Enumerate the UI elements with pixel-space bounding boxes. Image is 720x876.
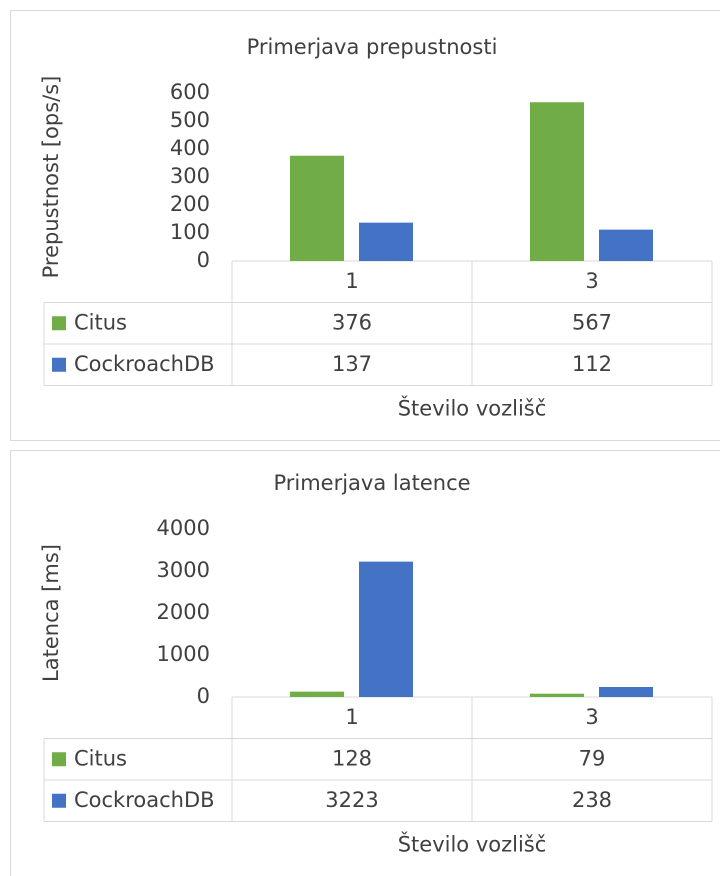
- legend-label: CockroachDB: [74, 352, 215, 376]
- bar: [359, 561, 413, 697]
- y-tick-label: 300: [170, 164, 210, 188]
- bar: [359, 222, 413, 261]
- x-tick-label: 3: [585, 705, 598, 729]
- y-tick-label: 400: [170, 136, 210, 160]
- x-tick-label: 3: [585, 269, 598, 293]
- legend-swatch: [52, 316, 66, 331]
- bar: [290, 691, 344, 697]
- y-tick-label: 3000: [157, 558, 210, 582]
- table-value: 3223: [325, 788, 378, 812]
- chart-title: Primerjava prepustnosti: [247, 35, 498, 59]
- x-tick-label: 1: [345, 269, 358, 293]
- bar: [599, 229, 653, 261]
- chart-title: Primerjava latence: [273, 471, 470, 495]
- legend-swatch: [52, 793, 66, 808]
- y-axis-label: Prepustnost [ops/s]: [39, 76, 63, 279]
- x-tick-label: 1: [345, 705, 358, 729]
- y-tick-label: 1000: [157, 642, 210, 666]
- legend-swatch: [52, 752, 66, 767]
- y-tick-label: 4000: [157, 516, 210, 540]
- bar: [530, 693, 584, 697]
- x-axis-label: Število vozlišč: [398, 396, 547, 421]
- legend-label: CockroachDB: [74, 788, 215, 812]
- table-value: 79: [579, 746, 606, 770]
- chart-frame: [10, 450, 720, 876]
- table-value: 376: [332, 310, 372, 334]
- y-tick-label: 500: [170, 108, 210, 132]
- y-tick-label: 200: [170, 192, 210, 216]
- y-tick-label: 0: [197, 684, 210, 708]
- legend-swatch: [52, 357, 66, 372]
- y-tick-label: 100: [170, 220, 210, 244]
- legend-label: Citus: [74, 310, 127, 334]
- y-tick-label: 600: [170, 80, 210, 104]
- chart-frame: [10, 10, 720, 441]
- table-value: 238: [572, 788, 612, 812]
- bar: [530, 102, 584, 262]
- bar: [290, 155, 344, 261]
- bar: [599, 687, 653, 697]
- table-value: 128: [332, 746, 372, 770]
- y-axis-label: Latenca [ms]: [39, 544, 63, 682]
- legend-label: Citus: [74, 746, 127, 770]
- table-value: 567: [572, 310, 612, 334]
- y-tick-label: 0: [197, 248, 210, 272]
- x-axis-label: Število vozlišč: [398, 832, 547, 857]
- y-tick-label: 2000: [157, 600, 210, 624]
- table-value: 112: [572, 352, 612, 376]
- table-value: 137: [332, 352, 372, 376]
